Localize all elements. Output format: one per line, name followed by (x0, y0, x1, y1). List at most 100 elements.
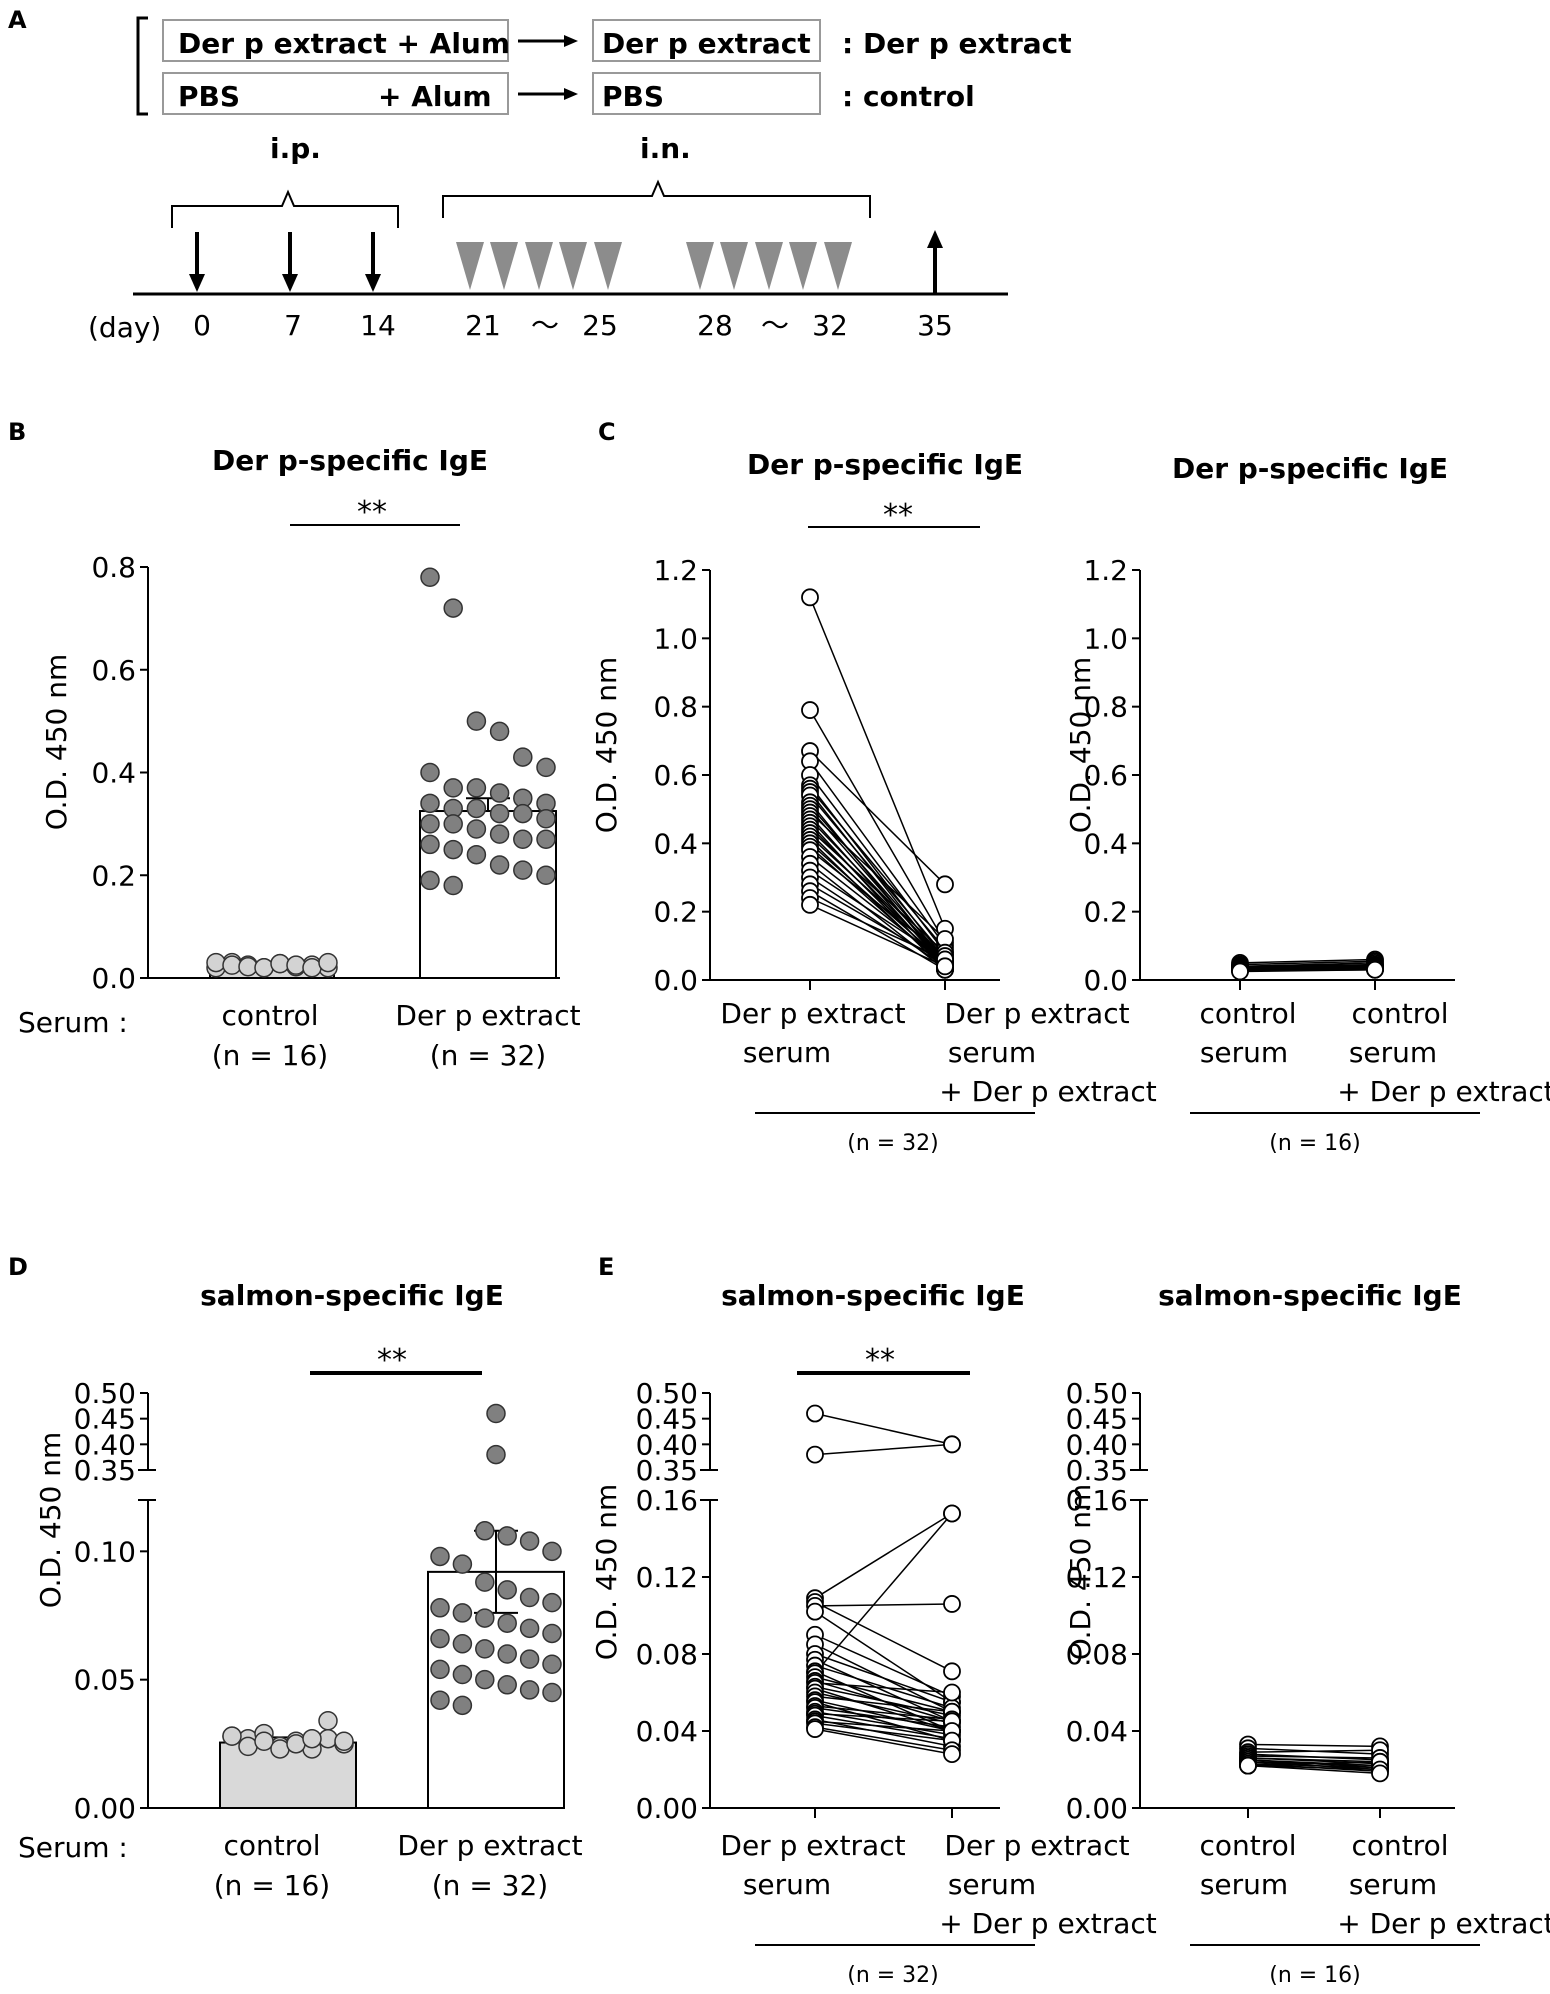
data-point (475, 1669, 495, 1690)
category-label: control (1199, 1829, 1296, 1862)
panel-a: A Der p extract + Alum Der p extract : D… (8, 6, 1072, 344)
data-point (536, 757, 556, 778)
protocol-box (592, 19, 821, 62)
category-label: + Der p extract (939, 1907, 1157, 1940)
category-n-label: (n = 16) (214, 1869, 330, 1902)
paired-line (814, 1705, 953, 1721)
paired-line (1247, 1764, 1381, 1775)
data-point (536, 829, 556, 850)
protocol-box-text: Der p extract (602, 27, 811, 60)
data-point (486, 1403, 506, 1424)
instillation-marker (824, 242, 852, 290)
protocol-box-text: + Alum (378, 80, 492, 113)
instillation-marker (559, 242, 587, 290)
paired-line (809, 597, 946, 930)
data-point (443, 814, 463, 834)
category-label: serum (1349, 1868, 1437, 1901)
y-tick-label: 0.12 (1066, 1561, 1128, 1594)
data-point (466, 778, 487, 798)
y-tick-label: 0.08 (636, 1638, 698, 1671)
arrow-up-icon (927, 230, 943, 294)
paired-line (814, 1512, 953, 1599)
y-tick-label: 0.4 (653, 827, 698, 860)
tilde-label: ～ (531, 309, 559, 342)
paired-line (809, 709, 946, 943)
paired-line (809, 904, 946, 968)
data-point (238, 956, 258, 977)
data-point (430, 1690, 450, 1710)
day-tick-label: 14 (360, 309, 396, 342)
ip-brace (171, 189, 399, 228)
data-point (943, 1662, 961, 1681)
paired-line (1239, 958, 1376, 964)
y-tick-label: 0.45 (636, 1403, 698, 1436)
chart-title: salmon-specific IgE (1158, 1279, 1462, 1312)
group-n-label: (n = 16) (1269, 1131, 1361, 1156)
chart-title: Der p-specific IgE (1172, 452, 1448, 485)
y-tick-label: 0.45 (74, 1403, 136, 1436)
data-point (430, 1659, 450, 1680)
y-tick-label: 0.16 (636, 1484, 698, 1517)
data-point (302, 1728, 322, 1749)
y-tick-label: 0.4 (1083, 827, 1128, 860)
data-point (420, 834, 440, 855)
arrow-right-icon (518, 88, 578, 100)
data-point (238, 1736, 258, 1757)
y-tick-label: 0.6 (91, 654, 136, 687)
paired-line (1247, 1749, 1381, 1753)
plot-d: 0.00 0.05 0.10 0.350.400.450.50 (74, 1377, 565, 1825)
paired-line (809, 876, 946, 967)
data-point (519, 1587, 540, 1608)
paired-line (814, 1676, 953, 1713)
data-point (475, 1572, 495, 1592)
data-point (466, 711, 487, 731)
y-tick-label: 1.2 (1083, 554, 1128, 587)
chart-title: Der p-specific IgE (212, 444, 488, 477)
y-axis-label: O.D. 450 nm (1064, 1484, 1097, 1661)
day-tick-label: 32 (812, 309, 848, 342)
paired-line (809, 897, 946, 961)
day-label: (day) (88, 311, 161, 344)
y-tick-label: 0.00 (74, 1792, 136, 1825)
data-point (452, 1554, 473, 1574)
y-tick-label: 0.8 (91, 551, 136, 584)
paired-line (814, 1634, 953, 1698)
panel-d-label: D (8, 1253, 28, 1281)
paired-line (814, 1653, 953, 1703)
paired-line (809, 750, 946, 885)
paired-line (814, 1685, 953, 1717)
paired-line (814, 1718, 953, 1748)
data-point (497, 1526, 517, 1546)
in-label: i.n. (640, 132, 691, 165)
paired-line (814, 1443, 953, 1456)
y-tick-label: 0.35 (636, 1454, 698, 1487)
y-tick-label: 0.00 (1066, 1792, 1128, 1825)
data-point (542, 1592, 562, 1613)
y-tick-label: 0.50 (74, 1377, 136, 1410)
group-result-label: : Der p extract (842, 27, 1072, 60)
data-point (542, 1682, 562, 1703)
data-point (536, 808, 556, 829)
panel-b-label: B (8, 418, 26, 446)
category-label: control (221, 999, 318, 1032)
instillation-marker (789, 242, 817, 290)
data-point (286, 1734, 306, 1754)
paired-line (809, 760, 946, 947)
group-n-label: (n = 32) (847, 1131, 939, 1156)
data-point (542, 1541, 562, 1562)
y-tick-label: 0.0 (91, 962, 136, 995)
y-tick-label: 0.16 (1066, 1484, 1128, 1517)
y-axis-label: O.D. 450 nm (590, 657, 623, 834)
paired-line (814, 1714, 953, 1740)
protocol-box-text: PBS (602, 80, 664, 113)
category-label: + Der p extract (1337, 1075, 1550, 1108)
data-point (420, 762, 440, 783)
y-tick-label: 0.0 (1083, 964, 1128, 997)
data-point (513, 803, 533, 824)
panel-e-label: E (598, 1253, 614, 1281)
y-tick-label: 1.2 (653, 554, 698, 587)
paired-line (809, 846, 946, 967)
category-label: serum (1349, 1036, 1437, 1069)
category-label: + Der p extract (939, 1075, 1157, 1108)
data-point (443, 778, 463, 798)
